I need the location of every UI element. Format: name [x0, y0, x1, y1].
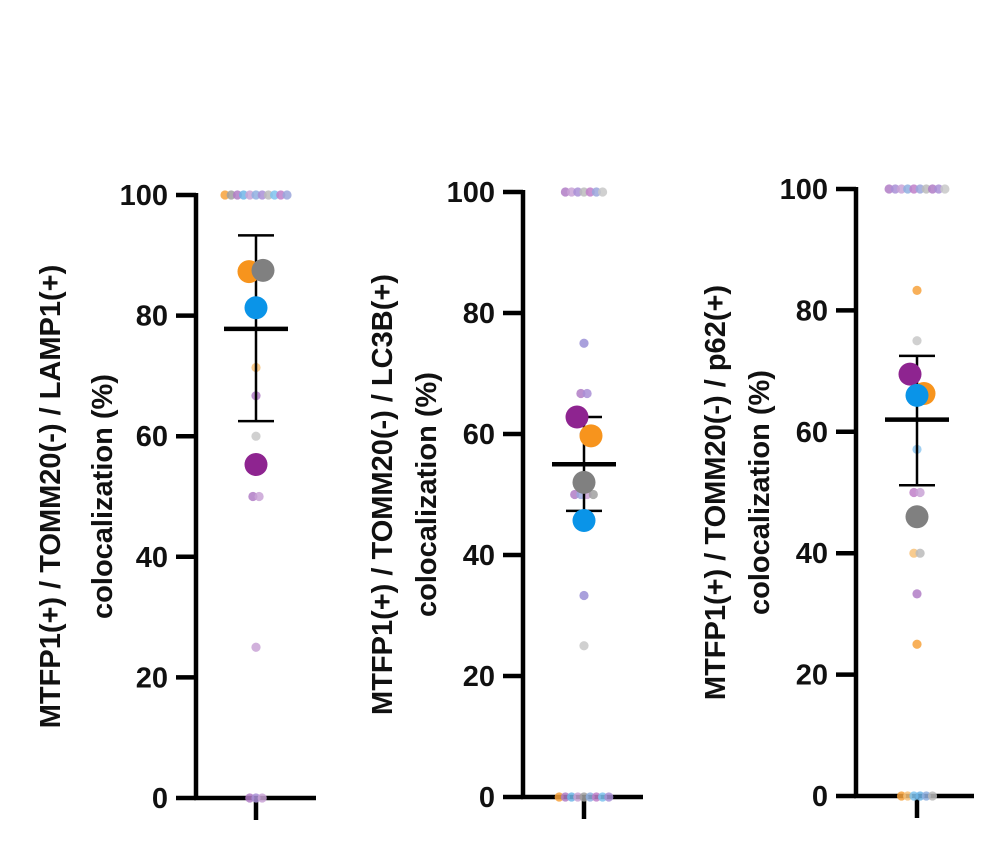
cell-point	[927, 791, 938, 801]
y-axis-label: MTFP1(+) / TOMM20(-) / LAMP1(+)	[35, 265, 67, 728]
replicate-mean-point	[251, 258, 275, 282]
y-tick-label: 20	[796, 660, 828, 692]
panel-lc3b: 0 20 40 60 80 100 MTFP1(+) / TOMM20(-) / LC3B(…	[367, 177, 643, 819]
replicate-mean-point	[244, 296, 268, 320]
cell-point	[915, 548, 925, 558]
replicate-mean-point	[905, 383, 929, 407]
replicate-mean-point	[905, 505, 929, 529]
panel-lamp1: 0 20 40 60 80 100 MTFP1(+) / TOMM20(-) / LAMP1…	[35, 180, 316, 820]
y-tick-label: 40	[463, 540, 495, 572]
cell-point	[582, 388, 592, 399]
y-tick-label: 80	[463, 298, 495, 330]
y-axis-label: colocalization (%)	[744, 370, 776, 615]
y-tick-label: 100	[447, 177, 495, 209]
cell-point	[579, 590, 589, 601]
cell-point	[940, 184, 950, 194]
y-axis-label: colocalization (%)	[411, 372, 443, 617]
y-tick-label: 40	[136, 542, 168, 574]
cell-point	[579, 641, 589, 651]
cell-point	[912, 589, 922, 599]
panel-p62: 0 20 40 60 80 100 MTFP1(+) / TOMM20(-) / p62(+…	[700, 174, 974, 818]
cell-point	[251, 642, 261, 652]
y-axis-label: MTFP1(+) / TOMM20(-) / p62(+)	[700, 285, 732, 700]
y-tick-label: 60	[796, 417, 828, 449]
y-tick-label: 40	[796, 538, 828, 570]
cell-point	[598, 187, 608, 197]
y-tick-label: 20	[463, 661, 495, 693]
replicate-mean-point	[898, 362, 922, 386]
y-tick-label: 80	[796, 295, 828, 327]
replicate-mean-point	[572, 470, 596, 494]
y-tick-label: 80	[136, 301, 168, 333]
cell-point	[915, 487, 925, 498]
cell-point	[912, 336, 922, 346]
y-tick-label: 0	[812, 781, 828, 813]
y-tick-label: 60	[136, 421, 168, 453]
replicate-mean-point	[244, 453, 268, 477]
cell-point	[282, 190, 292, 200]
cell-point	[579, 338, 589, 348]
y-axis-label: colocalization (%)	[87, 374, 119, 619]
replicate-mean-point	[579, 424, 603, 448]
y-tick-label: 0	[152, 783, 168, 815]
y-tick-label: 0	[479, 782, 495, 814]
replicate-mean-point	[572, 509, 596, 533]
cell-point	[254, 491, 264, 502]
y-tick-label: 20	[136, 662, 168, 694]
cell-point	[257, 793, 267, 803]
cell-point	[912, 285, 922, 295]
y-tick-label: 100	[780, 174, 828, 206]
cell-point	[912, 639, 922, 649]
cell-point	[604, 792, 614, 802]
y-tick-label: 60	[463, 419, 495, 451]
cell-point	[251, 431, 261, 441]
y-axis-label: MTFP1(+) / TOMM20(-) / LC3B(+)	[367, 274, 399, 715]
replicate-mean-point	[565, 405, 589, 429]
y-tick-label: 100	[120, 180, 168, 212]
cell-point	[588, 489, 598, 500]
